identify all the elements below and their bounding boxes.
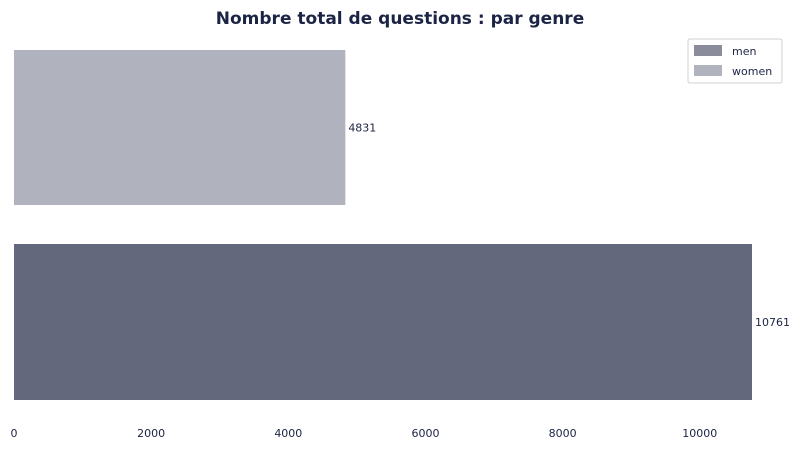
- x-tick-label: 4000: [274, 427, 302, 440]
- bar-women: [14, 50, 346, 205]
- chart-title: Nombre total de questions : par genre: [216, 9, 584, 29]
- data-label-men: 10761: [755, 316, 790, 329]
- x-tick-label: 2000: [137, 427, 165, 440]
- data-label-women: 4831: [348, 122, 376, 135]
- legend-label-women: women: [732, 65, 772, 78]
- bar-men: [14, 244, 752, 400]
- legend-swatch-men: [694, 45, 722, 56]
- x-tick-label: 10000: [682, 427, 717, 440]
- legend-swatch-women: [694, 65, 722, 76]
- x-axis: 0 2000 4000 6000 8000 10000: [11, 427, 718, 440]
- legend: men women: [687, 38, 783, 84]
- x-tick-label: 8000: [549, 427, 577, 440]
- bars-group: [14, 50, 752, 400]
- data-labels-group: 10761 4831: [348, 122, 790, 330]
- legend-label-men: men: [732, 45, 756, 58]
- x-tick-label: 6000: [411, 427, 439, 440]
- x-tick-label: 0: [11, 427, 18, 440]
